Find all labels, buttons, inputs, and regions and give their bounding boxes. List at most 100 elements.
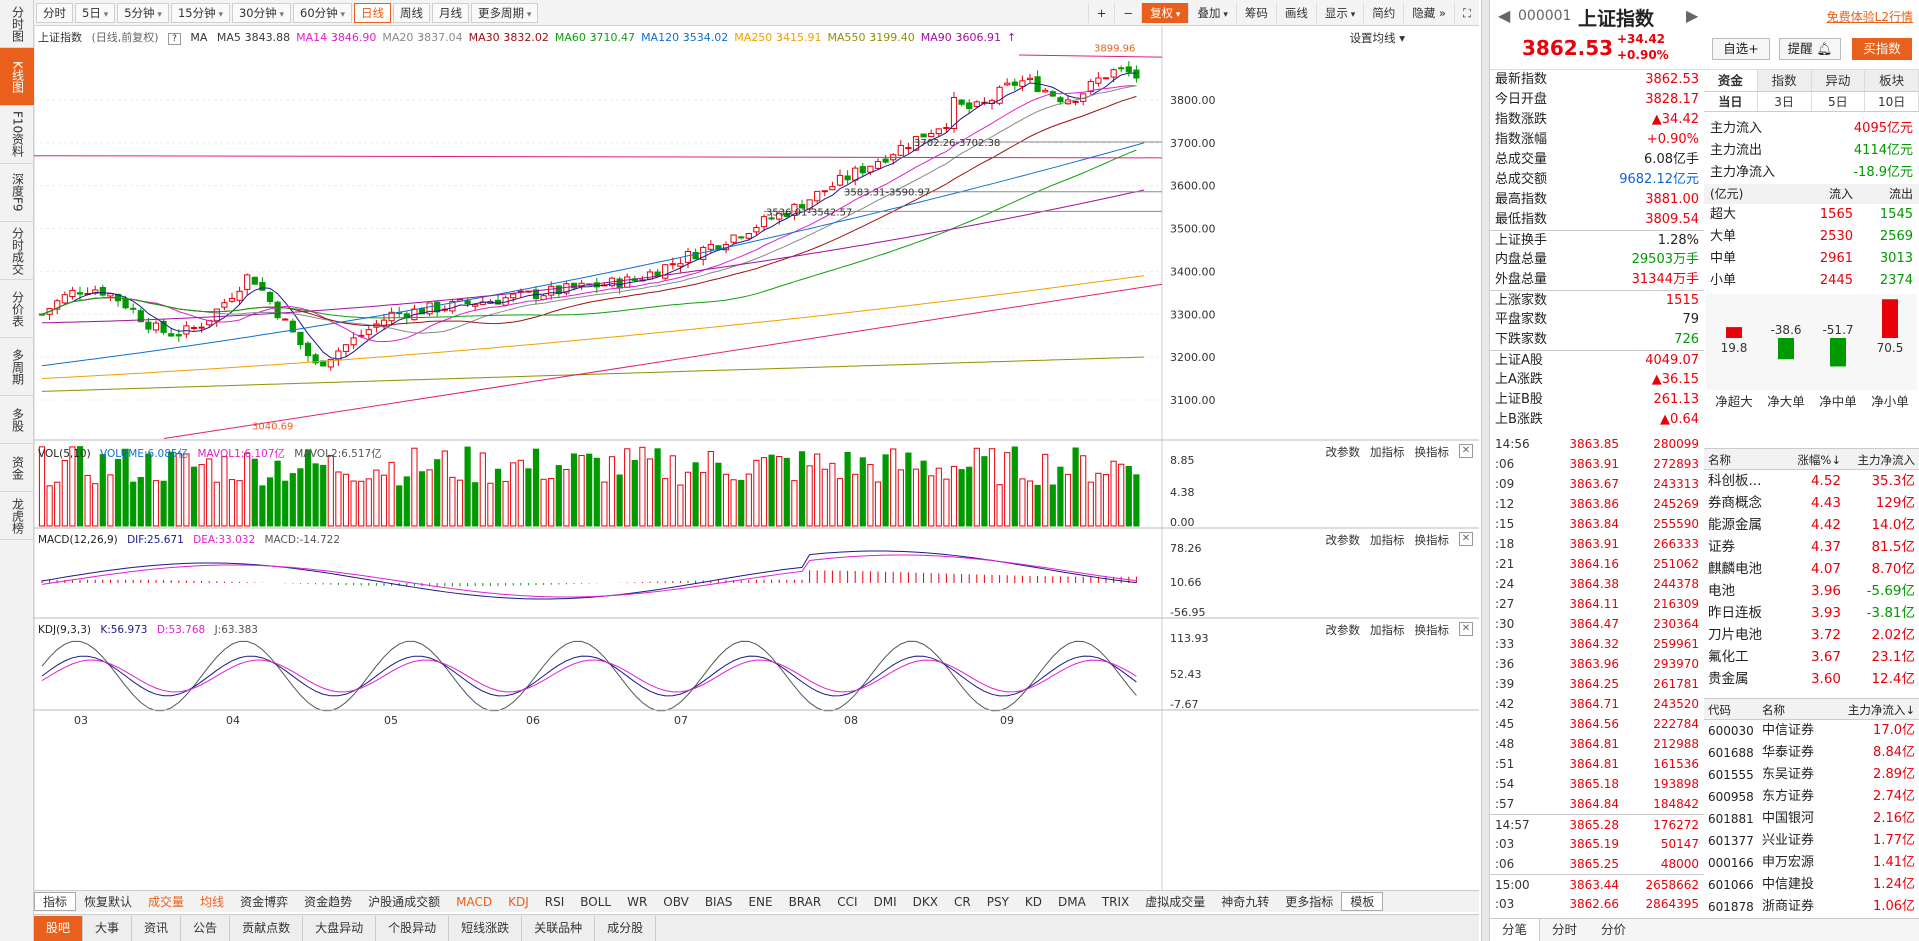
indicator-tab[interactable]: DKX: [912, 894, 938, 909]
indicator-tab[interactable]: DMA: [1058, 894, 1086, 909]
sub-chart-button[interactable]: 换指标: [1414, 533, 1450, 547]
toolbar-button[interactable]: 叠加 ▾: [1188, 3, 1235, 23]
side-nav-item[interactable]: 多周期: [0, 338, 34, 396]
indicator-tab[interactable]: 恢复默认: [84, 895, 133, 909]
help-icon[interactable]: ?: [168, 33, 181, 45]
add-watchlist-button[interactable]: 自选+: [1712, 38, 1770, 60]
buy-index-button[interactable]: 买指数: [1852, 38, 1912, 60]
kline-chart-svg[interactable]: 3800.00 3700.00 3600.00 3500.00 3400.00 3300.…: [34, 26, 1479, 896]
indicator-tab[interactable]: PSY: [986, 894, 1009, 909]
indicator-tab[interactable]: OBV: [663, 894, 689, 909]
minus-icon[interactable]: −: [1114, 3, 1141, 23]
kdj-sub-buttons[interactable]: 改参数 加指标 换指标: [1316, 622, 1450, 638]
fund-period-tab[interactable]: 3日: [1758, 92, 1812, 111]
stock-row[interactable]: 000166 申万宏源 1.41亿: [1708, 855, 1915, 870]
sub-chart-button[interactable]: 换指标: [1414, 445, 1450, 459]
sub-chart-button[interactable]: 加指标: [1370, 623, 1405, 637]
bottom-tab[interactable]: 公告: [181, 915, 231, 941]
period-tab[interactable]: 30分钟 ▾: [231, 2, 291, 23]
period-tab[interactable]: 日线: [354, 2, 392, 23]
next-arrow-icon[interactable]: ▶: [1686, 6, 1699, 25]
period-tab[interactable]: 更多周期 ▾: [471, 2, 539, 23]
l2-promo-link[interactable]: 免费体验L2行情: [1826, 10, 1913, 24]
side-nav-item[interactable]: K线图: [0, 48, 34, 106]
bottom-tab[interactable]: 短线涨跌: [449, 915, 523, 941]
sector-row[interactable]: 氟化工 3.67 23.1亿: [1708, 649, 1915, 665]
toolbar-button[interactable]: 简约: [1363, 3, 1403, 23]
sector-row[interactable]: 证券 4.37 81.5亿: [1708, 539, 1915, 555]
side-nav-item[interactable]: 深度F9: [0, 164, 34, 222]
indicator-tab[interactable]: BRAR: [788, 894, 822, 909]
indicator-tab[interactable]: 更多指标: [1285, 895, 1334, 909]
stock-row[interactable]: 601878 浙商证券 1.06亿: [1708, 899, 1915, 914]
panel-splitter[interactable]: [1481, 0, 1490, 941]
indicator-tab[interactable]: 指标: [34, 892, 77, 911]
indicator-tab[interactable]: BIAS: [704, 894, 733, 909]
close-icon[interactable]: ✕: [1459, 444, 1473, 458]
indicator-tab[interactable]: 均线: [200, 895, 225, 909]
stock-row[interactable]: 600958 东方证券 2.74亿: [1708, 789, 1915, 804]
stock-row[interactable]: 601377 兴业证券 1.77亿: [1708, 833, 1915, 848]
period-tab[interactable]: 15分钟 ▾: [170, 2, 230, 23]
indicator-tab[interactable]: KD: [1024, 894, 1043, 909]
period-tab[interactable]: 5分钟 ▾: [117, 2, 169, 23]
side-nav-item[interactable]: F10资料: [0, 106, 34, 164]
detail-tab[interactable]: 分价: [1601, 922, 1627, 937]
vol-sub-buttons[interactable]: 改参数 加指标 换指标: [1316, 444, 1450, 460]
side-nav-item[interactable]: 分时成交: [0, 222, 34, 280]
indicator-tab[interactable]: CCI: [837, 894, 858, 909]
indicator-tab[interactable]: ENE: [748, 894, 773, 909]
indicator-tab[interactable]: 虚拟成交量: [1145, 895, 1206, 909]
stock-row[interactable]: 601881 中国银河 2.16亿: [1708, 811, 1915, 826]
close-icon[interactable]: ✕: [1459, 622, 1473, 636]
sub-chart-button[interactable]: 加指标: [1370, 533, 1405, 547]
fund-tab[interactable]: 指数: [1758, 70, 1812, 91]
period-tab[interactable]: 周线: [393, 2, 431, 23]
macd-sub-buttons[interactable]: 改参数 加指标 换指标: [1316, 532, 1450, 548]
sub-chart-button[interactable]: 改参数: [1325, 533, 1361, 547]
sector-row[interactable]: 麒麟电池 4.07 8.70亿: [1708, 561, 1915, 577]
bottom-tab[interactable]: 个股异动: [376, 915, 450, 941]
period-tab[interactable]: 月线: [432, 2, 470, 23]
prev-arrow-icon[interactable]: ◀: [1498, 6, 1511, 25]
bottom-tab[interactable]: 成分股: [595, 915, 657, 941]
side-nav-item[interactable]: 龙虎榜: [0, 492, 34, 540]
indicator-tab[interactable]: 成交量: [148, 895, 185, 909]
sub-chart-button[interactable]: 改参数: [1325, 445, 1361, 459]
indicator-tab[interactable]: 沪股通成交额: [368, 895, 441, 909]
bottom-tab[interactable]: 大事: [83, 915, 133, 941]
fund-period-tab[interactable]: 5日: [1812, 92, 1866, 111]
detail-tab[interactable]: 分笔: [1490, 919, 1541, 941]
close-icon[interactable]: ✕: [1459, 532, 1473, 546]
fund-tab[interactable]: 板块: [1865, 70, 1919, 91]
bottom-tab[interactable]: 关联品种: [522, 915, 596, 941]
indicator-tab[interactable]: 神奇九转: [1221, 895, 1270, 909]
indicator-tab[interactable]: DMI: [873, 894, 897, 909]
fund-tab[interactable]: 资金: [1704, 70, 1758, 91]
bottom-tab[interactable]: 大盘异动: [303, 915, 377, 941]
kline-chart-area[interactable]: 3800.00 3700.00 3600.00 3500.00 3400.00 3300.…: [34, 26, 1479, 902]
stock-row[interactable]: 601555 东吴证券 2.89亿: [1708, 767, 1915, 782]
indicator-tab[interactable]: 资金博弈: [240, 895, 289, 909]
fullscreen-icon[interactable]: ⛶: [1453, 3, 1479, 23]
indicator-tab[interactable]: 模板: [1341, 892, 1384, 911]
toolbar-button[interactable]: 显示 ▾: [1315, 3, 1363, 23]
indicator-tab[interactable]: KDJ: [508, 894, 529, 909]
sector-row[interactable]: 昨日连板 3.93 -3.81亿: [1708, 605, 1915, 621]
sector-row[interactable]: 能源金属 4.42 14.0亿: [1708, 517, 1915, 533]
fund-period-tab[interactable]: 10日: [1865, 92, 1919, 111]
stock-row[interactable]: 601066 中信建投 1.24亿: [1708, 877, 1915, 892]
side-nav-item[interactable]: 多股: [0, 396, 34, 444]
set-ma-button[interactable]: 设置均线 ▾: [1349, 31, 1405, 45]
side-nav-item[interactable]: 分时图: [0, 0, 34, 48]
indicator-tab[interactable]: CR: [954, 894, 971, 909]
indicator-tab[interactable]: RSI: [544, 894, 565, 909]
sector-row[interactable]: 刀片电池 3.72 2.02亿: [1708, 627, 1915, 643]
toolbar-button[interactable]: 筹码: [1235, 3, 1276, 23]
bottom-tab[interactable]: 贡献点数: [230, 915, 304, 941]
sub-chart-button[interactable]: 换指标: [1414, 623, 1450, 637]
period-tab[interactable]: 5日 ▾: [75, 2, 116, 23]
sector-row[interactable]: 电池 3.96 -5.69亿: [1708, 583, 1915, 599]
sub-chart-button[interactable]: 改参数: [1325, 623, 1361, 637]
indicator-tab[interactable]: 资金趋势: [304, 895, 353, 909]
